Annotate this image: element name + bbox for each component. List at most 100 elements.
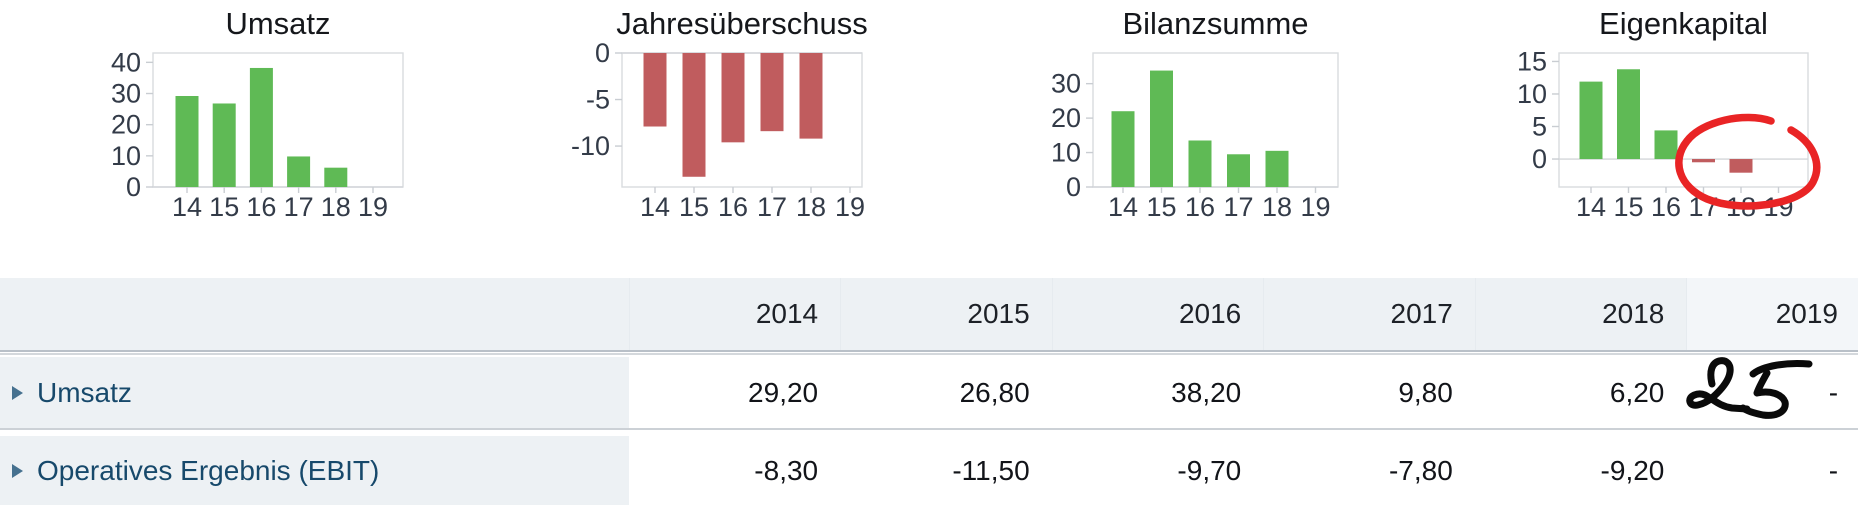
cell-umsatz-2014: 29,20 xyxy=(628,357,841,428)
header-year-2018: 2018 xyxy=(1474,278,1687,350)
x-tick-label: 19 xyxy=(358,192,388,222)
x-tick-label: 14 xyxy=(172,192,202,222)
y-tick-label: 0 xyxy=(126,172,141,202)
cell-umsatz-2017: 9,80 xyxy=(1263,357,1475,428)
x-tick-label: 18 xyxy=(796,192,826,222)
cell-ebit-2015: -11,50 xyxy=(840,436,1052,505)
y-tick-label: 15 xyxy=(1517,46,1547,76)
y-tick-label: 10 xyxy=(1051,138,1081,168)
bar-17[interactable] xyxy=(1227,154,1250,187)
y-tick-label: 0 xyxy=(595,38,610,68)
bar-16[interactable] xyxy=(1654,130,1678,160)
x-tick-label: 15 xyxy=(1613,192,1643,222)
x-tick-label: 15 xyxy=(209,192,239,222)
x-tick-label: 17 xyxy=(284,192,314,222)
x-tick-label: 16 xyxy=(246,192,276,222)
bar-14[interactable] xyxy=(1579,81,1603,160)
x-tick-label: 15 xyxy=(679,192,709,222)
row-label-cell[interactable]: Operatives Ergebnis (EBIT) xyxy=(0,436,629,505)
bar-18[interactable] xyxy=(799,53,823,139)
chart-title: Bilanzsumme xyxy=(1122,6,1308,41)
bar-17[interactable] xyxy=(760,53,784,132)
x-tick-label: 18 xyxy=(1262,192,1292,222)
table-row-ebit: Operatives Ergebnis (EBIT) -8,30 -11,50 … xyxy=(0,436,1858,505)
expand-arrow-icon[interactable] xyxy=(12,385,23,400)
bar-15[interactable] xyxy=(682,53,706,177)
bar-17[interactable] xyxy=(287,156,311,187)
cell-umsatz-2018: 6,20 xyxy=(1474,357,1687,428)
expand-arrow-icon[interactable] xyxy=(12,463,23,478)
y-tick-label: 30 xyxy=(111,79,141,109)
y-tick-label: 40 xyxy=(111,47,141,77)
y-tick-label: 30 xyxy=(1051,69,1081,99)
x-tick-label: 18 xyxy=(321,192,351,222)
x-tick-label: 16 xyxy=(1651,192,1681,222)
table-header: 2014 2015 2016 2017 2018 2019 xyxy=(0,278,1858,352)
chart-bilanzsumme: Bilanzsumme 0 10 20 30 14 15 16 17 18 19 xyxy=(1051,6,1339,222)
chart-panel-bilanzsumme[interactable]: Bilanzsumme 0 10 20 30 14 15 16 17 18 19 xyxy=(929,0,1393,230)
y-tick-label: -5 xyxy=(586,85,610,115)
x-tick-label: 19 xyxy=(1763,192,1793,222)
x-tick-label: 17 xyxy=(1223,192,1253,222)
bar-14[interactable] xyxy=(1111,111,1135,187)
divider-line xyxy=(0,353,1858,355)
x-tick-label: 17 xyxy=(757,192,787,222)
cell-ebit-2014: -8,30 xyxy=(628,436,841,505)
y-tick-label: 20 xyxy=(111,110,141,140)
x-tick-label: 17 xyxy=(1688,192,1718,222)
chart-panel-eigenkapital[interactable]: Eigenkapital 0 5 10 15 14 15 16 17 18 19 xyxy=(1393,0,1858,230)
header-year-2019: 2019 xyxy=(1686,278,1858,350)
y-tick-label: 10 xyxy=(1517,79,1547,109)
table-row-umsatz: Umsatz 29,20 26,80 38,20 9,80 6,20 - xyxy=(0,357,1858,428)
x-tick-label: 16 xyxy=(1185,192,1215,222)
bar-16[interactable] xyxy=(249,67,273,187)
cell-umsatz-2019: - xyxy=(1686,357,1858,428)
x-tick-label: 15 xyxy=(1146,192,1176,222)
row-label: Umsatz xyxy=(37,376,132,408)
y-tick-label: 5 xyxy=(1532,112,1547,142)
cell-ebit-2019: - xyxy=(1686,436,1858,505)
x-tick-label: 19 xyxy=(1300,192,1330,222)
row-label: Operatives Ergebnis (EBIT) xyxy=(37,454,380,486)
header-year-2015: 2015 xyxy=(840,278,1052,350)
bar-18[interactable] xyxy=(324,167,348,187)
charts-strip: Umsatz 0 10 20 30 40 14 15 16 17 18 19 Jahresübersc… xyxy=(0,0,1858,230)
chart-panel-umsatz[interactable]: Umsatz 0 10 20 30 40 14 15 16 17 18 19 xyxy=(0,0,464,230)
divider-line xyxy=(0,428,1858,430)
header-year-2017: 2017 xyxy=(1263,278,1475,350)
x-tick-label: 14 xyxy=(640,192,670,222)
bar-16[interactable] xyxy=(721,53,745,143)
bar-17[interactable] xyxy=(1692,159,1715,163)
cell-umsatz-2016: 38,20 xyxy=(1051,357,1264,428)
y-tick-label: -10 xyxy=(571,131,610,161)
bar-16[interactable] xyxy=(1188,140,1212,187)
cell-ebit-2017: -7,80 xyxy=(1263,436,1475,505)
x-tick-label: 18 xyxy=(1726,192,1756,222)
bar-15[interactable] xyxy=(1617,69,1640,160)
y-tick-label: 20 xyxy=(1051,103,1081,133)
y-tick-label: 0 xyxy=(1066,172,1081,202)
cell-umsatz-2015: 26,80 xyxy=(840,357,1052,428)
chart-title: Jahresüberschuss xyxy=(616,6,868,41)
y-tick-label: 0 xyxy=(1532,144,1547,174)
bar-14[interactable] xyxy=(175,96,199,187)
bar-15[interactable] xyxy=(1150,70,1173,187)
x-tick-label: 14 xyxy=(1108,192,1138,222)
bar-18[interactable] xyxy=(1265,150,1289,187)
bar-15[interactable] xyxy=(212,103,236,187)
cell-ebit-2016: -9,70 xyxy=(1051,436,1264,505)
bar-14[interactable] xyxy=(643,53,667,127)
chart-title: Eigenkapital xyxy=(1599,6,1768,41)
bar-18[interactable] xyxy=(1729,159,1753,173)
chart-panel-jahresueberschuss[interactable]: Jahresüberschuss 0 -5 -10 14 15 16 17 18 19 xyxy=(464,0,929,230)
y-tick-label: 10 xyxy=(111,141,141,171)
x-tick-label: 19 xyxy=(835,192,865,222)
header-empty-cell xyxy=(0,278,629,350)
x-tick-label: 14 xyxy=(1576,192,1606,222)
header-year-2014: 2014 xyxy=(628,278,841,350)
row-label-cell[interactable]: Umsatz xyxy=(0,357,629,428)
